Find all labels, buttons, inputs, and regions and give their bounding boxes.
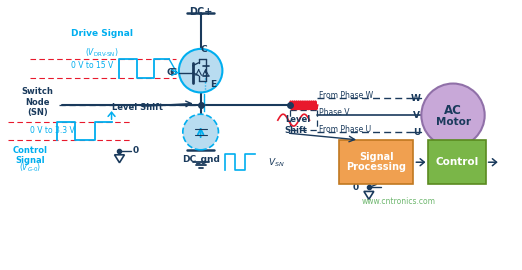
Text: C: C — [200, 45, 207, 54]
Text: 0: 0 — [353, 183, 359, 192]
Circle shape — [183, 114, 218, 150]
Text: G: G — [170, 68, 177, 77]
Text: Signal: Signal — [359, 152, 394, 162]
Text: $(V_{\rm DRV\text{-}SN})$: $(V_{\rm DRV\text{-}SN})$ — [85, 47, 118, 59]
Text: Level
Shift: Level Shift — [285, 115, 310, 135]
Text: U: U — [413, 127, 420, 137]
Text: $(V_{G\text{-}0})$: $(V_{G\text{-}0})$ — [19, 161, 42, 174]
Text: Processing: Processing — [346, 162, 406, 172]
FancyBboxPatch shape — [339, 140, 413, 184]
Text: www.cntronics.com: www.cntronics.com — [362, 197, 435, 206]
Text: 0 V to 3.3 V: 0 V to 3.3 V — [30, 126, 75, 134]
Text: Drive Signal: Drive Signal — [70, 29, 133, 38]
Text: V: V — [413, 111, 420, 120]
Text: DC_gnd: DC_gnd — [182, 155, 220, 164]
Text: E: E — [210, 80, 217, 89]
Text: 0: 0 — [133, 146, 138, 155]
Circle shape — [179, 49, 222, 92]
Text: Level Shift: Level Shift — [112, 103, 162, 112]
Text: $V_{SN}$: $V_{SN}$ — [268, 156, 284, 169]
Text: Control
Signal: Control Signal — [13, 146, 48, 166]
Text: W: W — [410, 94, 420, 103]
Text: Motor: Motor — [435, 117, 470, 127]
Text: 0 V to 15 V: 0 V to 15 V — [70, 61, 113, 70]
Circle shape — [421, 83, 484, 147]
Text: From Phase U: From Phase U — [319, 125, 372, 134]
Text: Switch
Node
(SN): Switch Node (SN) — [21, 87, 53, 117]
Text: AC: AC — [444, 104, 462, 117]
Text: From Phase W: From Phase W — [319, 91, 374, 100]
Text: G: G — [167, 68, 174, 77]
Text: DC+: DC+ — [189, 7, 212, 17]
Text: Control: Control — [435, 157, 479, 167]
FancyBboxPatch shape — [428, 140, 485, 184]
Text: Phase V: Phase V — [319, 108, 350, 117]
